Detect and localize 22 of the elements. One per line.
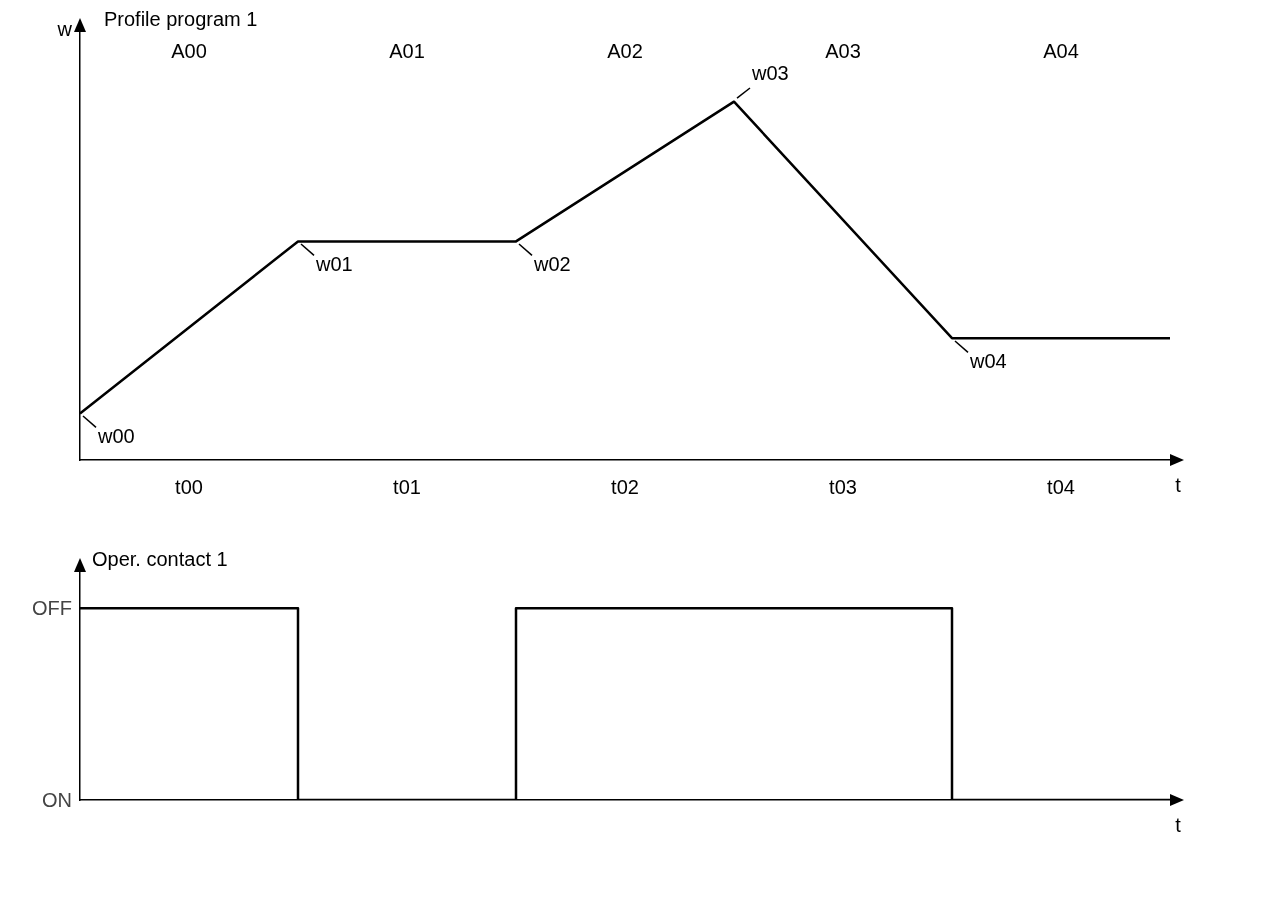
text: A03 [825, 40, 861, 62]
text: OFF [32, 597, 72, 620]
text: t00 [175, 476, 203, 498]
text: t04 [1047, 476, 1075, 498]
text: A02 [607, 40, 643, 62]
annotation: w02 [533, 253, 571, 276]
text: ON [42, 789, 72, 811]
text: A00 [171, 40, 207, 62]
text: w03 [751, 61, 789, 84]
chart-title: Profile program 1 [104, 8, 258, 30]
y-axis-title: Oper. contact 1 [92, 548, 228, 570]
x-axis-title: t [1175, 474, 1182, 496]
y-axis-title: w [56, 18, 73, 40]
text: A01 [389, 40, 425, 62]
annotation: w00 [97, 425, 135, 448]
x-axis-title: t [1175, 814, 1182, 836]
annotation: w01 [315, 253, 353, 276]
text: t01 [393, 476, 421, 498]
annotation: w04 [969, 350, 1007, 373]
text: t03 [829, 476, 857, 498]
text: t02 [611, 476, 639, 498]
text: A04 [1043, 40, 1079, 62]
